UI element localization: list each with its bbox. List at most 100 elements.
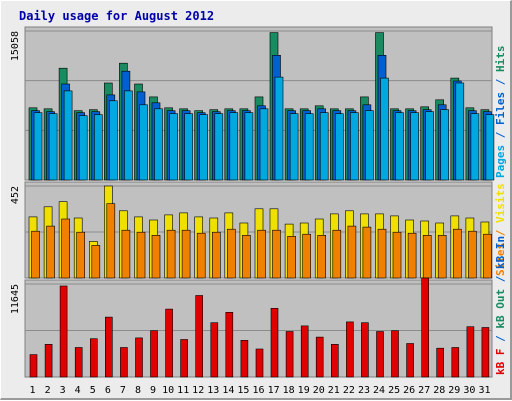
- bar-sites-day-4: [76, 231, 85, 279]
- bar-kb-f-day-23: [361, 322, 369, 378]
- bar-kb-f-day-6: [105, 316, 113, 378]
- bar-pages-day-29: [455, 82, 465, 181]
- bar-pages-day-11: [184, 113, 193, 181]
- bar-kb-f-day-1: [29, 354, 38, 378]
- bar-pages-day-10: [169, 113, 178, 181]
- bar-kb-f-day-20: [315, 336, 324, 378]
- bar-pages-day-23: [365, 110, 374, 181]
- bar-pages-day-19: [304, 113, 314, 181]
- x-tick-label-day-11: 11: [177, 385, 189, 396]
- bar-pages-day-7: [124, 90, 133, 181]
- bar-kb-f-day-4: [74, 347, 83, 378]
- bar-sites-day-20: [317, 235, 327, 279]
- x-tick-label-day-4: 4: [75, 385, 81, 396]
- x-tick-label-day-27: 27: [418, 385, 430, 396]
- bar-kb-f-day-22: [346, 321, 354, 378]
- legend-entry: /: [494, 329, 507, 349]
- bar-pages-day-9: [154, 108, 163, 181]
- legend-entry: /: [494, 125, 507, 145]
- bar-pages-day-2: [48, 113, 58, 181]
- bar-pages-day-8: [139, 104, 148, 181]
- panel-1-legend: Pages / Files / Hits: [494, 46, 507, 179]
- bar-pages-day-17: [274, 76, 284, 181]
- bar-pages-day-26: [410, 112, 419, 181]
- bar-kb-f-day-11: [180, 339, 188, 378]
- bar-pages-day-18: [289, 113, 299, 181]
- chart-title: Daily usage for August 2012: [19, 9, 214, 23]
- bar-pages-day-25: [395, 112, 404, 181]
- bar-sites-day-6: [106, 203, 116, 279]
- x-tick-label-day-28: 28: [433, 385, 445, 396]
- bar-pages-day-24: [380, 77, 389, 181]
- bar-sites-day-31: [483, 233, 492, 279]
- legend-entry: Sites: [494, 243, 507, 276]
- bar-kb-f-day-3: [59, 285, 68, 378]
- bar-pages-day-5: [94, 114, 103, 181]
- legend-entry: Visits: [494, 183, 507, 223]
- x-tick-label-day-23: 23: [358, 385, 370, 396]
- x-tick-label-day-15: 15: [237, 385, 249, 396]
- legend-entry: /: [494, 223, 507, 243]
- panel-2: 452 Sites / Visits: [10, 181, 507, 279]
- bar-sites-day-3: [61, 218, 70, 279]
- bar-kb-f-day-28: [436, 347, 445, 378]
- bar-sites-day-13: [212, 231, 221, 279]
- bar-sites-day-27: [422, 235, 432, 279]
- x-axis: 1 2 3 4 5 6 7 8 9 10 11 12 13 14 15 16 17 18 19 20 21 22 23 24 2…: [29, 385, 490, 396]
- bar-kb-f-day-30: [466, 326, 475, 378]
- x-tick-label-day-30: 30: [463, 385, 475, 396]
- bar-pages-day-13: [214, 113, 224, 181]
- x-tick-label-day-29: 29: [448, 385, 460, 396]
- bar-kb-f-day-31: [481, 327, 490, 378]
- x-tick-label-day-17: 17: [268, 385, 280, 396]
- bar-pages-day-31: [485, 114, 495, 181]
- bar-sites-day-28: [437, 235, 447, 279]
- bar-sites-day-9: [151, 235, 161, 279]
- legend-entry: kB F: [494, 349, 507, 376]
- legend-entry: Pages: [494, 145, 507, 178]
- bar-sites-day-2: [46, 225, 55, 279]
- x-tick-label-day-6: 6: [105, 385, 111, 396]
- bar-kb-f-day-13: [210, 322, 219, 378]
- x-tick-label-day-5: 5: [90, 385, 96, 396]
- bar-kb-f-day-12: [195, 295, 203, 378]
- bar-sites-day-10: [166, 229, 176, 279]
- bar-kb-f-day-25: [391, 330, 399, 378]
- bar-kb-f-day-24: [376, 331, 384, 378]
- bar-pages-day-15: [244, 112, 254, 181]
- bar-sites-day-17: [272, 229, 281, 279]
- x-tick-label-day-1: 1: [29, 385, 35, 396]
- bar-kb-f-day-17: [270, 307, 279, 378]
- legend-entry: /: [494, 269, 507, 289]
- panel-1-max-label: 15058: [10, 31, 21, 61]
- bar-pages-day-6: [109, 100, 118, 181]
- bar-kb-f-day-9: [150, 330, 158, 378]
- bar-pages-day-27: [425, 111, 435, 181]
- bar-sites-day-7: [121, 229, 131, 279]
- bar-kb-f-day-21: [330, 343, 339, 378]
- panel-3-legend: kB F / kB Out / kB In: [494, 236, 507, 375]
- legend-entry: kB Out: [494, 289, 507, 329]
- legend-entry: /: [494, 72, 507, 92]
- bar-sites-day-15: [242, 235, 251, 279]
- bar-sites-day-26: [407, 232, 417, 279]
- bar-kb-f-day-2: [44, 343, 53, 378]
- x-tick-label-day-31: 31: [478, 385, 490, 396]
- bar-pages-day-4: [78, 115, 88, 181]
- bar-pages-day-20: [319, 112, 329, 181]
- bar-sites-day-25: [392, 231, 402, 279]
- bar-sites-day-14: [227, 228, 236, 279]
- bar-pages-day-21: [334, 113, 344, 181]
- bar-pages-day-30: [470, 113, 480, 181]
- x-tick-label-day-9: 9: [150, 385, 156, 396]
- legend-entry: kB In: [494, 236, 507, 269]
- bar-sites-day-30: [468, 230, 477, 279]
- bar-sites-day-1: [31, 230, 40, 279]
- bar-pages-day-14: [229, 112, 239, 181]
- bar-kb-f-day-27: [421, 277, 430, 378]
- x-tick-label-day-13: 13: [207, 385, 219, 396]
- bar-sites-day-29: [452, 228, 462, 279]
- legend-entry: Hits: [494, 46, 507, 73]
